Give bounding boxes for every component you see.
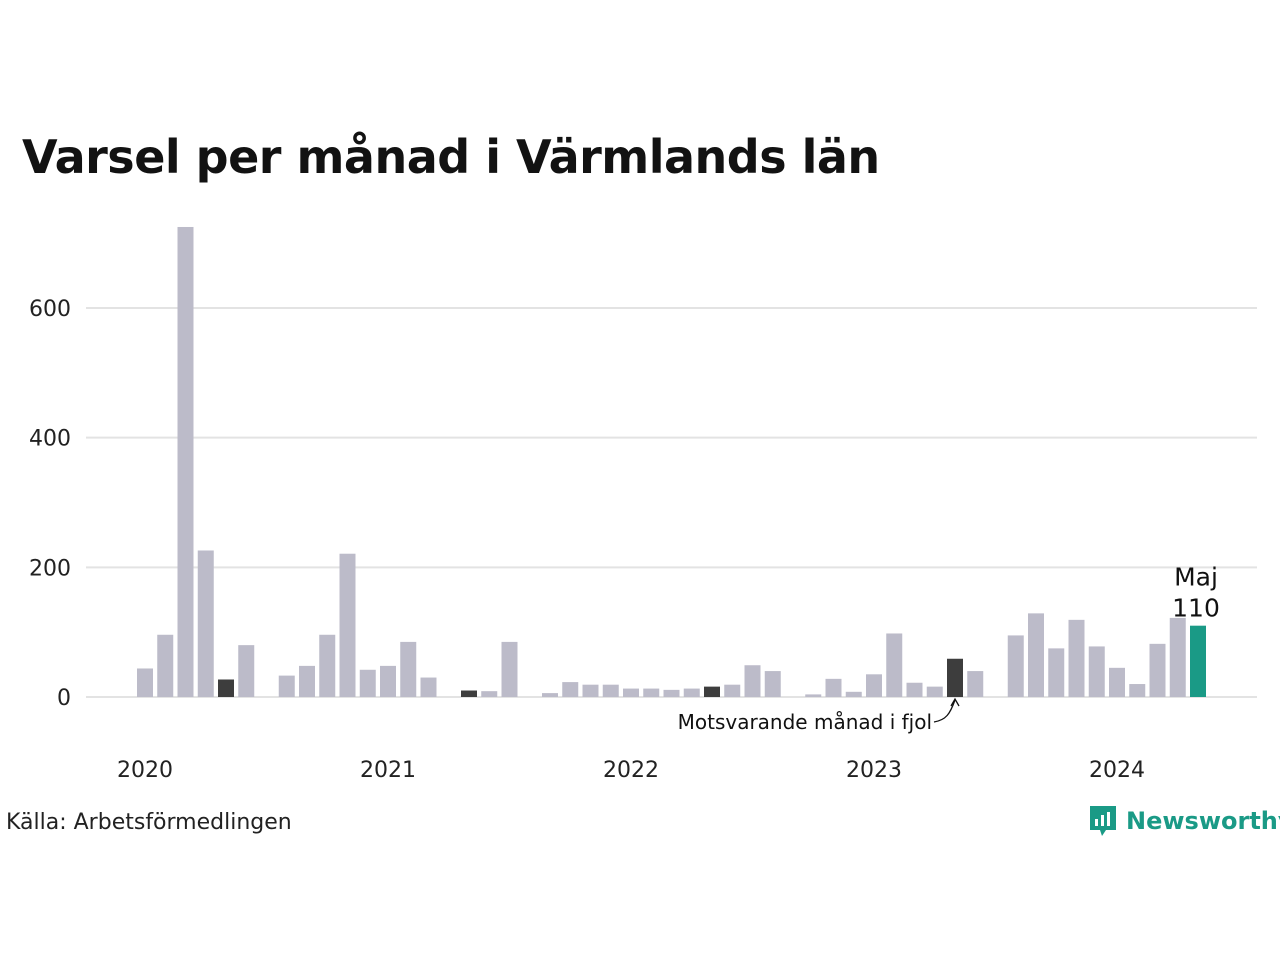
bar-2020-11 bbox=[339, 553, 356, 697]
bar-2023-12 bbox=[1088, 646, 1105, 697]
bar-2023-02 bbox=[886, 633, 903, 697]
bar-2023-01 bbox=[866, 674, 882, 697]
bar-2021-05 bbox=[461, 690, 477, 697]
bar-2020-10 bbox=[319, 634, 336, 697]
bar-2023-08 bbox=[1007, 635, 1024, 697]
bar-2022-12 bbox=[845, 691, 862, 697]
bar-2022-04 bbox=[683, 688, 700, 697]
bar-2021-06 bbox=[481, 691, 498, 697]
chart-title: Varsel per månad i Värmlands län bbox=[22, 130, 880, 184]
bar-2023-05 bbox=[947, 658, 963, 697]
bar-2020-06 bbox=[238, 645, 255, 697]
x-year-label: 2024 bbox=[1089, 758, 1145, 783]
bar-2024-04 bbox=[1169, 617, 1186, 697]
brand-name: Newsworthy bbox=[1126, 807, 1280, 835]
bar-2021-02 bbox=[400, 641, 417, 697]
bar-2023-09 bbox=[1028, 613, 1044, 697]
bar-2022-05 bbox=[704, 686, 720, 697]
bar-2021-09 bbox=[542, 693, 558, 697]
newsworthy-logo-icon bbox=[1090, 806, 1116, 836]
axis-labels: 0 200 400 600 2020 2021 2022 2023 2024 bbox=[29, 297, 1145, 783]
last-year-arrow bbox=[933, 699, 956, 723]
last-year-label: Motsvarande månad i fjol bbox=[678, 710, 932, 734]
bar-2020-03 bbox=[177, 226, 194, 698]
bar-2022-06 bbox=[724, 684, 741, 697]
bar-2021-03 bbox=[420, 677, 437, 697]
current-value-label: 110 bbox=[1172, 594, 1220, 623]
bar-2020-04 bbox=[197, 550, 214, 697]
bar-2023-04 bbox=[926, 686, 943, 697]
bar-2021-11 bbox=[582, 684, 599, 697]
bar-2023-11 bbox=[1068, 619, 1085, 697]
bar-2020-09 bbox=[299, 665, 315, 697]
x-year-label: 2023 bbox=[846, 758, 902, 783]
bars bbox=[137, 226, 1206, 698]
bar-2024-02 bbox=[1129, 684, 1146, 697]
bar-2021-10 bbox=[562, 682, 579, 697]
y-tick-label: 400 bbox=[29, 427, 71, 452]
bar-2022-01 bbox=[623, 688, 639, 697]
bar-2020-08 bbox=[278, 675, 295, 697]
bar-2022-02 bbox=[643, 688, 660, 697]
bar-2020-01 bbox=[137, 668, 153, 697]
brand-logo[interactable]: Newsworthy bbox=[1088, 804, 1280, 838]
bar-2022-08 bbox=[764, 671, 781, 697]
bar-2020-12 bbox=[359, 669, 376, 697]
bar-2024-05 bbox=[1190, 625, 1206, 697]
bar-2021-12 bbox=[602, 684, 619, 697]
bar-2023-06 bbox=[967, 671, 984, 697]
bar-2022-03 bbox=[663, 689, 680, 697]
bar-2020-05 bbox=[218, 679, 234, 697]
bar-2023-03 bbox=[906, 682, 923, 697]
bar-2022-11 bbox=[825, 678, 842, 697]
bar-2024-01 bbox=[1109, 667, 1125, 697]
x-year-label: 2020 bbox=[117, 758, 173, 783]
bar-2023-10 bbox=[1048, 648, 1065, 697]
y-tick-label: 600 bbox=[29, 297, 71, 322]
y-tick-label: 0 bbox=[57, 686, 71, 711]
y-tick-label: 200 bbox=[29, 556, 71, 581]
bar-2022-07 bbox=[744, 665, 761, 697]
source-note: Källa: Arbetsförmedlingen bbox=[6, 810, 292, 835]
current-month-label: Maj bbox=[1174, 563, 1218, 592]
bar-2021-07 bbox=[501, 641, 518, 697]
bar-2020-02 bbox=[157, 634, 174, 697]
x-year-label: 2022 bbox=[603, 758, 659, 783]
last-year-arrowhead bbox=[950, 697, 960, 707]
x-year-label: 2021 bbox=[360, 758, 416, 783]
bar-2022-10 bbox=[805, 694, 822, 697]
bar-2024-03 bbox=[1149, 643, 1166, 697]
bar-2021-01 bbox=[380, 665, 396, 697]
